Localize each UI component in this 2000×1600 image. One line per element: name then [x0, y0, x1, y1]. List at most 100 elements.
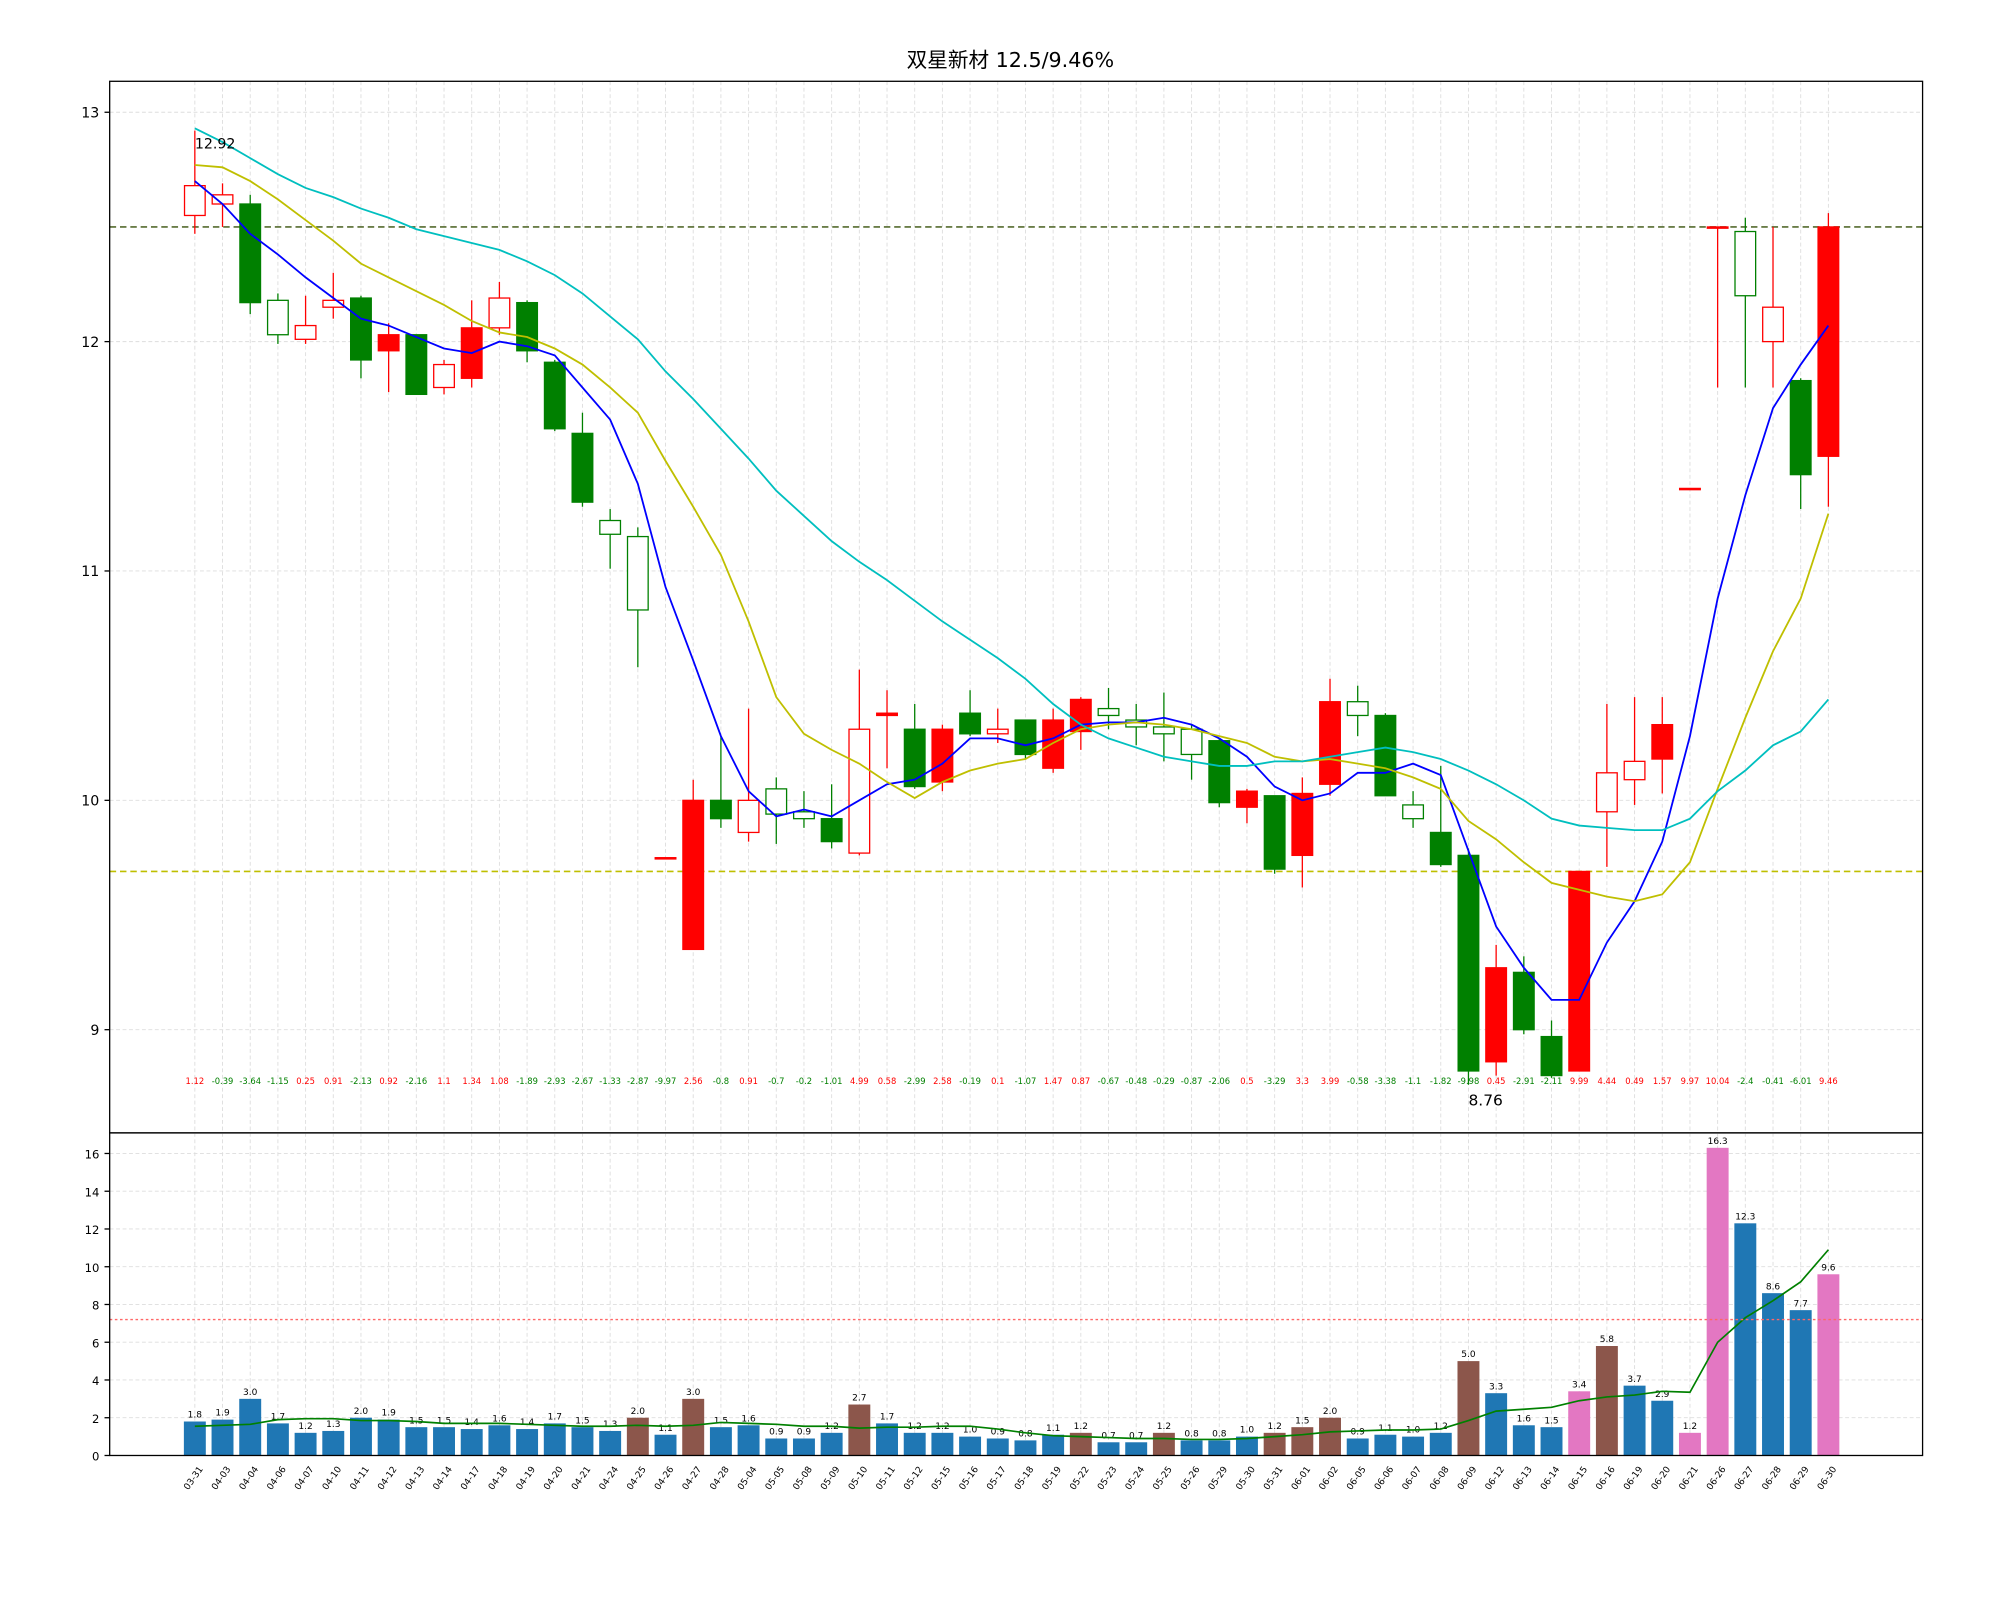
pct-label: 0.91 — [739, 1076, 758, 1086]
pct-label: -2.06 — [1208, 1076, 1230, 1086]
volume-label: 5.8 — [1600, 1335, 1615, 1345]
volume-label: 1.4 — [520, 1418, 535, 1428]
pct-label: -0.41 — [1762, 1076, 1784, 1086]
candle-body — [848, 728, 871, 854]
volume-bar — [322, 1430, 345, 1456]
candle-body — [1374, 714, 1397, 797]
pct-label: -0.2 — [796, 1076, 812, 1086]
pct-label: -6.01 — [1790, 1076, 1812, 1086]
pct-label: 3.3 — [1296, 1076, 1309, 1086]
volume-bar — [433, 1427, 455, 1456]
candle-body — [405, 334, 428, 396]
pct-label: -0.29 — [1153, 1076, 1175, 1086]
candle-body — [1208, 740, 1231, 804]
volume-bar — [294, 1432, 317, 1456]
volume-bar — [1319, 1417, 1341, 1456]
volume-bar — [1346, 1438, 1369, 1456]
volume-bar — [1208, 1440, 1231, 1456]
volume-bar — [1042, 1434, 1065, 1456]
pct-label: 4.99 — [850, 1076, 869, 1086]
volume-label: 1.2 — [1683, 1422, 1697, 1432]
candle-body — [903, 728, 926, 788]
pct-label: -2.91 — [1513, 1076, 1535, 1086]
candle-body — [1789, 379, 1812, 476]
candle-body — [1623, 760, 1646, 781]
volume-bar — [571, 1427, 594, 1456]
volume-bar — [986, 1438, 1009, 1456]
candle-body — [349, 297, 372, 361]
y-tick-label: 13 — [81, 105, 99, 121]
volume-label: 0.8 — [1212, 1430, 1227, 1440]
pct-label: 3.99 — [1321, 1076, 1340, 1086]
volume-label: 1.5 — [575, 1416, 589, 1426]
volume-bar — [1429, 1432, 1452, 1456]
candle-body — [571, 432, 594, 503]
pct-label: -0.48 — [1125, 1076, 1147, 1086]
candle-body — [1485, 967, 1508, 1063]
ma-line — [194, 164, 1830, 903]
y-tick-label: 12 — [85, 1223, 100, 1237]
candle-body — [1817, 226, 1840, 457]
volume-label: 1.5 — [1295, 1416, 1309, 1426]
candle-body — [1097, 707, 1120, 717]
volume-label: 12.3 — [1735, 1212, 1755, 1222]
volume-bar — [1595, 1346, 1618, 1456]
pct-label: -1.1 — [1405, 1076, 1421, 1086]
y-tick-label: 4 — [92, 1374, 99, 1388]
pct-label: -1.33 — [599, 1076, 621, 1086]
pct-label: -2.87 — [627, 1076, 649, 1086]
volume-label: 1.3 — [326, 1420, 341, 1430]
pct-label: 0.1 — [991, 1076, 1004, 1086]
volume-bar — [1817, 1274, 1840, 1456]
volume-label: 3.0 — [243, 1388, 258, 1398]
volume-bar — [239, 1398, 262, 1456]
volume-bar — [516, 1429, 539, 1456]
pct-label: -0.8 — [713, 1076, 729, 1086]
candle-body — [682, 799, 705, 951]
chart-title: 双星新材 12.5/9.46% — [907, 48, 1114, 72]
volume-label: 3.7 — [1627, 1375, 1641, 1385]
volume-bar — [1374, 1434, 1397, 1456]
pct-label: 9.97 — [1681, 1076, 1700, 1086]
volume-label: 2.7 — [852, 1394, 866, 1404]
candle-body — [266, 299, 289, 336]
y-tick-label: 8 — [92, 1299, 99, 1313]
pct-label: -1.89 — [516, 1076, 538, 1086]
volume-label: 1.1 — [1046, 1424, 1060, 1434]
candle-body — [599, 519, 622, 535]
pct-label: 9.46 — [1819, 1076, 1838, 1086]
volume-label: 1.5 — [714, 1416, 728, 1426]
volume-label: 1.2 — [298, 1422, 312, 1432]
volume-label: 2.9 — [1655, 1390, 1670, 1400]
volume-bar — [1734, 1223, 1757, 1456]
pct-label: -0.7 — [768, 1076, 784, 1086]
candle-body — [239, 203, 262, 304]
y-tick-label: 12 — [81, 335, 99, 351]
pct-label: 0.45 — [1487, 1076, 1506, 1086]
volume-label: 1.2 — [1074, 1422, 1088, 1432]
candle-body — [765, 788, 788, 815]
volume-bar — [959, 1436, 982, 1456]
candle-body — [377, 334, 400, 352]
volume-label: 16.3 — [1708, 1137, 1728, 1147]
pct-label: -2.16 — [406, 1076, 428, 1086]
volume-bar — [848, 1404, 871, 1456]
volume-bar — [1235, 1436, 1258, 1456]
candle-body — [792, 811, 815, 820]
y-tick-label: 6 — [92, 1336, 99, 1350]
y-tick-label: 16 — [85, 1148, 100, 1162]
pct-label: -2.99 — [904, 1076, 926, 1086]
volume-label: 1.0 — [1240, 1426, 1255, 1436]
pct-label: -3.29 — [1264, 1076, 1286, 1086]
pct-label: 10.04 — [1706, 1076, 1730, 1086]
candle-body — [1152, 726, 1175, 735]
pct-label: 1.1 — [437, 1076, 450, 1086]
max-annotation: 12.92 — [195, 137, 236, 153]
volume-bar — [1789, 1310, 1812, 1456]
volume-bar — [460, 1429, 483, 1456]
candle-body — [322, 299, 345, 308]
volume-label: 0.8 — [1184, 1430, 1199, 1440]
pct-label: 4.44 — [1598, 1076, 1617, 1086]
